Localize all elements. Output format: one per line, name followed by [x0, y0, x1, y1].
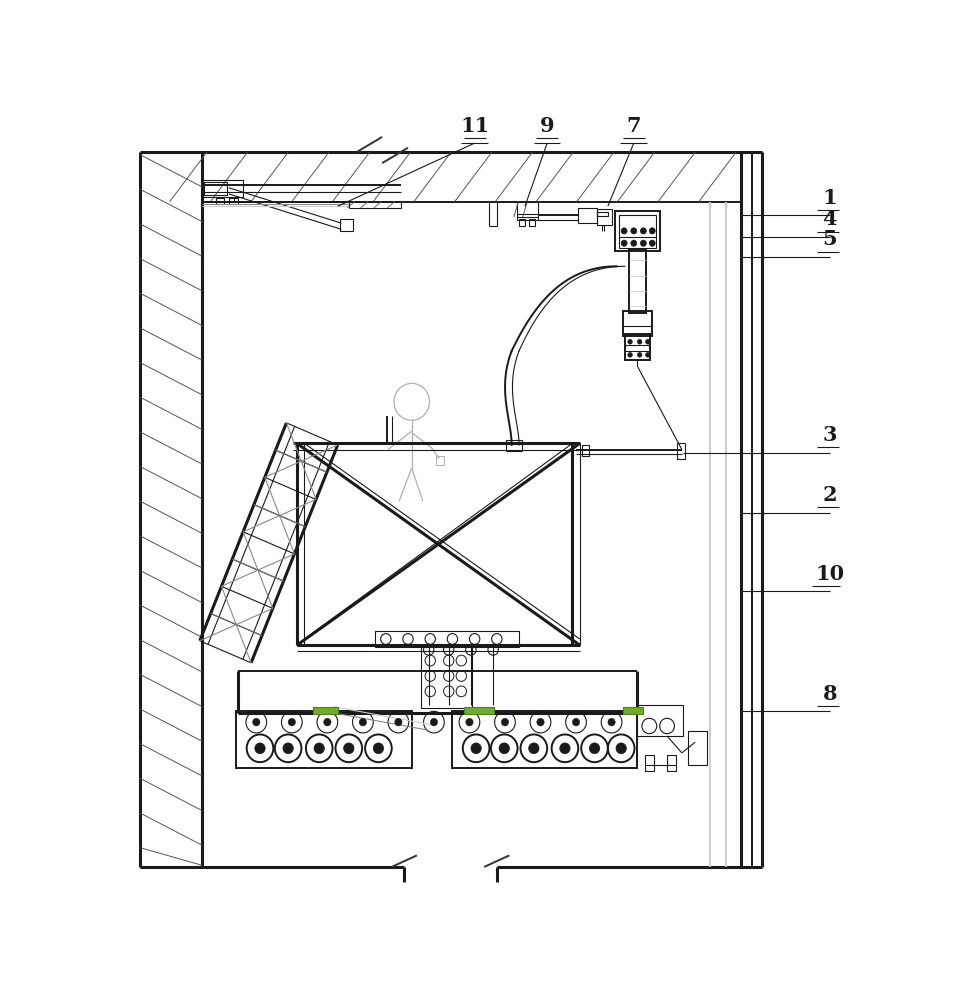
Bar	[623, 311, 652, 336]
Circle shape	[283, 743, 293, 754]
Bar	[579, 208, 597, 223]
Circle shape	[649, 240, 655, 246]
Bar	[453, 711, 638, 768]
Circle shape	[430, 718, 437, 726]
Text: 8: 8	[822, 684, 838, 704]
Circle shape	[572, 718, 580, 726]
Circle shape	[631, 240, 637, 246]
Bar	[464, 707, 494, 714]
Bar	[529, 219, 535, 226]
Bar	[582, 445, 589, 456]
Circle shape	[288, 718, 295, 726]
Circle shape	[314, 743, 325, 754]
Bar	[597, 212, 608, 216]
Circle shape	[638, 339, 642, 344]
Circle shape	[646, 339, 650, 344]
Text: 5: 5	[822, 229, 838, 249]
Circle shape	[501, 718, 509, 726]
Bar	[313, 707, 338, 714]
Bar	[623, 707, 644, 714]
Bar	[619, 215, 656, 248]
Bar	[421, 645, 472, 708]
Circle shape	[252, 718, 260, 726]
Text: 10: 10	[816, 564, 844, 584]
Circle shape	[649, 228, 655, 234]
Bar	[645, 755, 654, 771]
Bar	[688, 731, 707, 765]
Circle shape	[616, 743, 626, 754]
Text: 9: 9	[540, 116, 555, 136]
Circle shape	[627, 353, 632, 357]
Bar	[667, 755, 676, 771]
Bar	[615, 211, 660, 251]
Text: 1: 1	[822, 188, 838, 208]
Circle shape	[499, 743, 509, 754]
Text: 4: 4	[822, 209, 838, 229]
Circle shape	[471, 743, 481, 754]
Bar	[216, 198, 224, 204]
Circle shape	[638, 353, 642, 357]
Text: 2: 2	[822, 485, 838, 505]
Circle shape	[359, 718, 367, 726]
Circle shape	[589, 743, 600, 754]
Bar	[236, 711, 413, 768]
Circle shape	[529, 743, 539, 754]
Circle shape	[621, 228, 627, 234]
Bar	[202, 180, 243, 197]
Bar	[374, 631, 520, 647]
Text: 3: 3	[822, 425, 838, 445]
Bar	[340, 219, 353, 231]
Circle shape	[646, 353, 650, 357]
Circle shape	[560, 743, 570, 754]
Circle shape	[466, 718, 473, 726]
Bar	[436, 456, 443, 465]
Circle shape	[344, 743, 354, 754]
Circle shape	[255, 743, 265, 754]
Circle shape	[373, 743, 384, 754]
Circle shape	[641, 228, 647, 234]
Circle shape	[324, 718, 331, 726]
Bar	[506, 440, 522, 451]
Bar	[677, 443, 685, 459]
Bar	[229, 198, 238, 204]
Bar	[597, 209, 611, 225]
Bar	[520, 219, 525, 226]
Circle shape	[621, 240, 627, 246]
Circle shape	[537, 718, 544, 726]
Bar	[625, 334, 650, 360]
Text: 11: 11	[460, 116, 489, 136]
Bar	[204, 182, 226, 195]
Circle shape	[631, 228, 637, 234]
Bar	[628, 249, 647, 312]
Circle shape	[394, 718, 402, 726]
Bar	[638, 705, 684, 736]
Circle shape	[627, 339, 632, 344]
Circle shape	[607, 718, 615, 726]
Circle shape	[641, 240, 647, 246]
Text: 7: 7	[626, 116, 641, 136]
Bar	[517, 214, 538, 220]
Bar	[517, 202, 538, 217]
